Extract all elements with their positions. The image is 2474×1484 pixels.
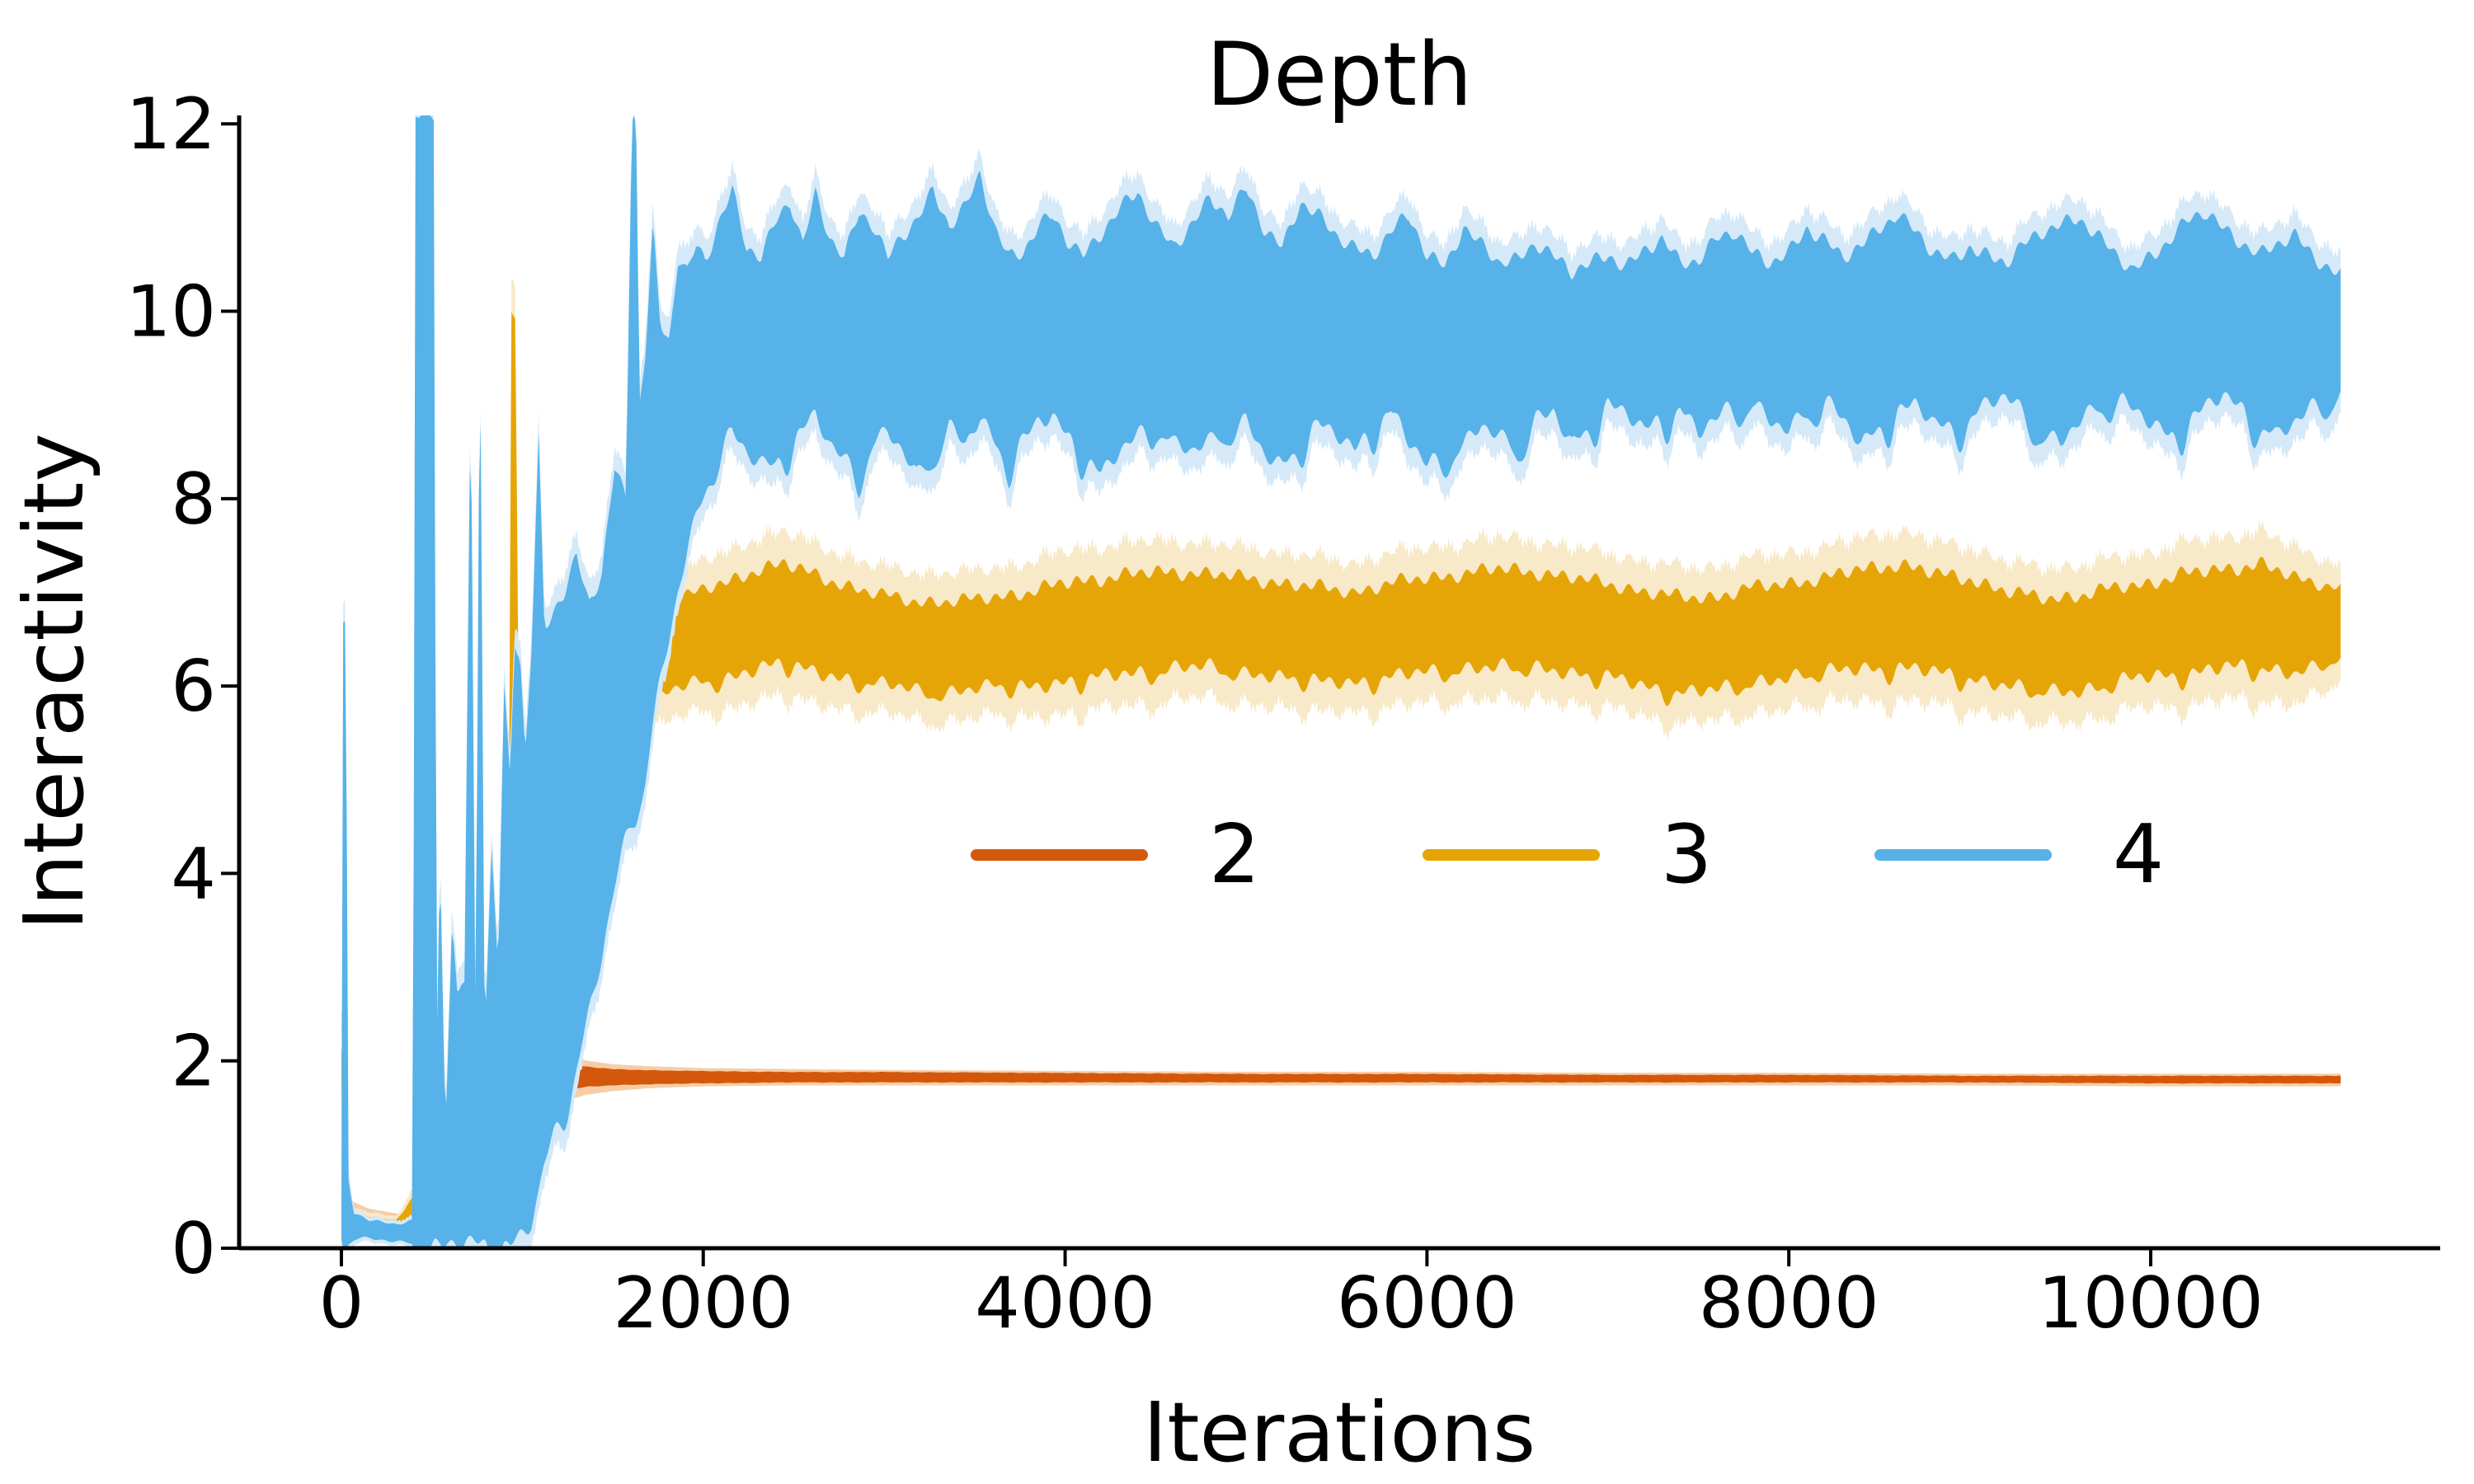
legend-swatch-3 [1423,849,1600,861]
x-axis-label: Iterations [1143,1384,1536,1481]
legend-swatch-2 [971,849,1148,861]
legend-label-4: 4 [2113,808,2164,902]
legend-swatch-4 [1874,849,2052,861]
y-axis-label: Interactivity [6,433,102,930]
y-tick-label: 4 [171,833,216,915]
y-tick-label: 8 [171,458,216,541]
chart-title: Depth [1206,24,1473,125]
legend-entry-2: 2 [971,808,1260,902]
series-2-band [341,963,2341,1237]
series-2-line [341,984,2341,1231]
x-tick-label: 10000 [2038,1262,2264,1345]
y-tick-label: 10 [126,271,216,354]
y-tick-label: 6 [171,646,216,728]
x-tick-label: 2000 [613,1262,793,1345]
x-tick-label: 0 [319,1262,365,1345]
y-tick-label: 12 [126,83,216,166]
series-4-line [341,115,2341,1248]
x-tick-label: 6000 [1337,1262,1517,1345]
legend-entry-4: 4 [1874,808,2164,902]
x-tick-label: 8000 [1699,1262,1879,1345]
y-tick-label: 2 [171,1021,216,1103]
legend: 2 3 4 [971,808,2164,902]
series-layer [341,115,2341,1249]
legend-entry-3: 3 [1423,808,1712,902]
y-tick-label: 0 [171,1208,216,1290]
axes-layer: 0 2000 4000 6000 8000 10000 0 2 4 6 8 10 12 [126,83,2440,1345]
legend-label-2: 2 [1209,808,1260,902]
legend-label-3: 3 [1661,808,1712,902]
x-tick-label: 4000 [975,1262,1155,1345]
